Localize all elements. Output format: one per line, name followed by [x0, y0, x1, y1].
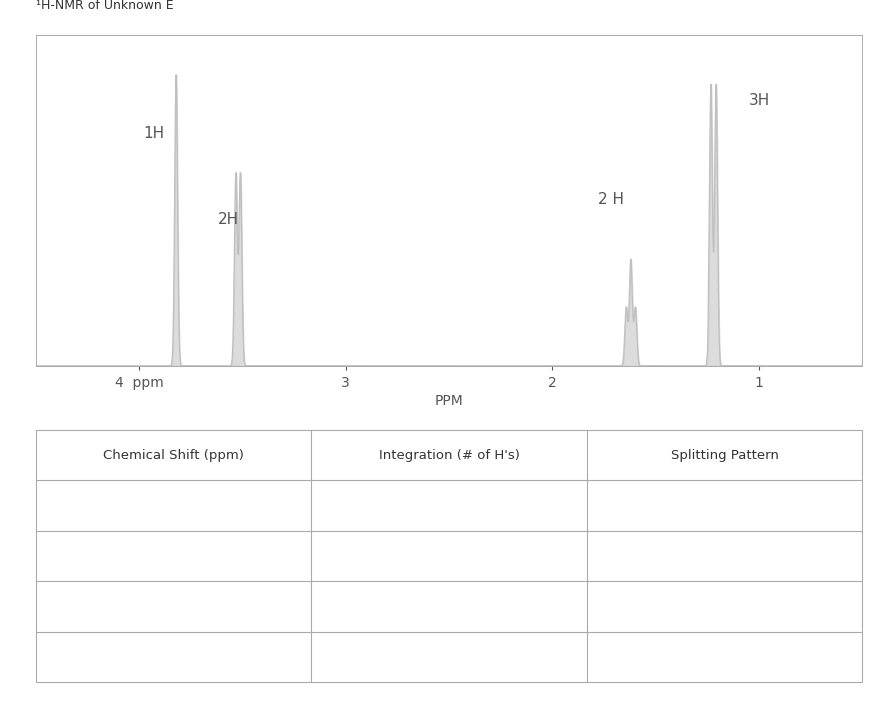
Text: 2 H: 2 H: [597, 192, 624, 207]
Text: Integration (# of H's): Integration (# of H's): [379, 449, 519, 462]
Text: ¹H-NMR of Unknown E: ¹H-NMR of Unknown E: [36, 0, 173, 12]
Text: 3H: 3H: [749, 93, 770, 108]
Text: 1H: 1H: [143, 126, 164, 141]
Text: Chemical Shift (ppm): Chemical Shift (ppm): [103, 449, 244, 462]
Text: 2H: 2H: [218, 212, 238, 227]
Text: Splitting Pattern: Splitting Pattern: [670, 449, 779, 462]
X-axis label: PPM: PPM: [435, 394, 463, 408]
